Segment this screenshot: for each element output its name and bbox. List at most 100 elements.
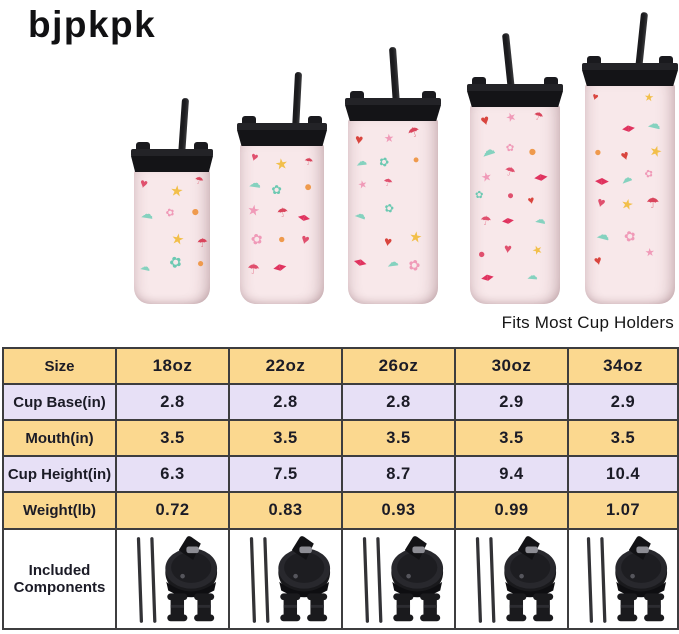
- cloud-icon: ☁: [352, 206, 369, 224]
- umbrella-icon: ☂: [303, 156, 315, 169]
- heart-icon: ♥: [595, 194, 608, 212]
- balloon-icon: ●: [507, 188, 515, 202]
- umbrella-icon: ☂: [196, 235, 209, 251]
- umbrella-icon: ☂: [276, 204, 290, 221]
- star-icon: ★: [479, 169, 494, 186]
- flower-icon: ✿: [475, 190, 484, 202]
- row-label: Included Components: [2, 528, 117, 630]
- spec-value: 2.9: [567, 383, 679, 421]
- star-icon: ★: [169, 182, 185, 201]
- umbrella-icon: ☂: [531, 109, 545, 125]
- bow-icon: ◂▸: [621, 119, 637, 136]
- umbrella-icon: ☂: [405, 122, 423, 142]
- heart-icon: ♥: [138, 175, 150, 192]
- star-icon: ★: [383, 132, 395, 146]
- spec-value: 22oz: [228, 347, 343, 385]
- spec-value: 2.8: [341, 383, 456, 421]
- lid-icon: [131, 142, 213, 172]
- spec-value: 3.5: [341, 419, 456, 457]
- included-components-icon: [123, 534, 223, 626]
- table-row: Included Components: [2, 528, 679, 630]
- straw-icon: [388, 46, 400, 106]
- spec-value: 2.8: [228, 383, 343, 421]
- star-icon: ★: [619, 195, 636, 214]
- table-row: Cup Height(in) 6.3 7.5 8.7 9.4 10.4: [2, 455, 679, 493]
- cup-body: ♥ ★ ☂ ☁ ✿ ● ★ ☂ ☁ ✿ ●: [134, 170, 210, 304]
- lid-icon: [467, 77, 563, 107]
- cloud-icon: ☁: [619, 171, 635, 187]
- spec-value: 0.99: [454, 491, 569, 530]
- spec-value: 0.93: [341, 491, 456, 530]
- included-components-cell: [228, 528, 343, 630]
- row-label: Size: [2, 347, 117, 385]
- heart-icon: ♥: [479, 112, 492, 131]
- balloon-icon: ●: [412, 153, 420, 166]
- spec-value: 34oz: [567, 347, 679, 385]
- included-components-icon: [349, 534, 449, 626]
- included-components-cell: [115, 528, 230, 630]
- umbrella-icon: ☂: [646, 195, 660, 212]
- row-label: Cup Base(in): [2, 383, 117, 421]
- flower-icon: ✿: [271, 183, 282, 198]
- included-components-cell: [454, 528, 569, 630]
- tumbler-30oz: ♥ ★ ☂ ☁ ✿ ● ★ ☂ ◂▸ ✿ ● ♥ ☂ ◂▸ ☁ ● ♥ ★ ◂▸ ☁: [467, 32, 563, 304]
- spec-value: 6.3: [115, 455, 230, 493]
- bow-icon: ◂▸: [272, 257, 288, 275]
- flower-icon: ✿: [505, 142, 516, 155]
- table-row: Mouth(in) 3.5 3.5 3.5 3.5 3.5: [2, 419, 679, 457]
- balloon-icon: ●: [303, 178, 313, 195]
- cloud-icon: ☁: [646, 114, 663, 133]
- heart-icon: ♥: [591, 90, 601, 104]
- umbrella-icon: ☂: [382, 176, 394, 190]
- star-icon: ★: [356, 178, 369, 192]
- balloon-icon: ●: [591, 144, 604, 161]
- table-row: Cup Base(in) 2.8 2.8 2.8 2.9 2.9: [2, 383, 679, 421]
- lid-icon: [237, 116, 327, 146]
- bow-icon: ◂▸: [480, 269, 496, 286]
- spec-value: 26oz: [341, 347, 456, 385]
- spec-value: 2.9: [454, 383, 569, 421]
- straw-icon: [292, 71, 303, 131]
- balloon-icon: ●: [526, 142, 540, 161]
- flower-icon: ✿: [164, 206, 177, 221]
- heart-icon: ♥: [383, 232, 394, 250]
- heart-icon: ♥: [248, 149, 260, 165]
- included-components-cell: [341, 528, 456, 630]
- spec-value: 3.5: [454, 419, 569, 457]
- cup-body: ♥ ★ ☂ ☁ ✿ ● ★ ☂ ◂▸ ✿ ● ♥ ☂ ◂▸: [240, 144, 324, 304]
- balloon-icon: ●: [477, 247, 487, 262]
- flower-icon: ✿: [249, 230, 265, 250]
- spec-value: 9.4: [454, 455, 569, 493]
- bow-icon: ◂▸: [501, 212, 515, 228]
- heart-icon: ♥: [354, 131, 365, 148]
- cloud-icon: ☁: [139, 260, 153, 274]
- spec-value: 0.83: [228, 491, 343, 530]
- spec-value: 3.5: [228, 419, 343, 457]
- included-components-icon: [573, 534, 673, 626]
- flower-icon: ✿: [377, 153, 392, 171]
- spec-value: 30oz: [454, 347, 569, 385]
- straw-icon: [178, 97, 190, 157]
- heart-icon: ♥: [618, 147, 632, 164]
- cloud-icon: ☁: [355, 155, 369, 169]
- balloon-icon: ●: [196, 255, 204, 271]
- star-icon: ★: [273, 156, 290, 174]
- spec-value: 10.4: [567, 455, 679, 493]
- spec-value: 7.5: [228, 455, 343, 493]
- tumbler-22oz: ♥ ★ ☂ ☁ ✿ ● ★ ☂ ◂▸ ✿ ● ♥ ☂ ◂▸: [237, 71, 327, 304]
- bow-icon: ◂▸: [594, 171, 609, 189]
- star-icon: ★: [643, 91, 655, 105]
- spec-value: 2.8: [115, 383, 230, 421]
- cloud-icon: ☁: [139, 206, 155, 223]
- tumbler-26oz: ♥ ★ ☂ ☁ ✿ ● ★ ☂ ☁ ✿ ♥ ★ ◂▸ ☁ ✿: [345, 46, 441, 304]
- included-components-cell: [567, 528, 679, 630]
- umbrella-icon: ☂: [479, 212, 493, 229]
- star-icon: ★: [245, 201, 261, 220]
- row-label: Cup Height(in): [2, 455, 117, 493]
- umbrella-icon: ☂: [193, 174, 205, 188]
- bow-icon: ◂▸: [296, 209, 312, 225]
- star-icon: ★: [644, 246, 656, 260]
- flower-icon: ✿: [166, 253, 185, 273]
- umbrella-icon: ☂: [502, 163, 518, 181]
